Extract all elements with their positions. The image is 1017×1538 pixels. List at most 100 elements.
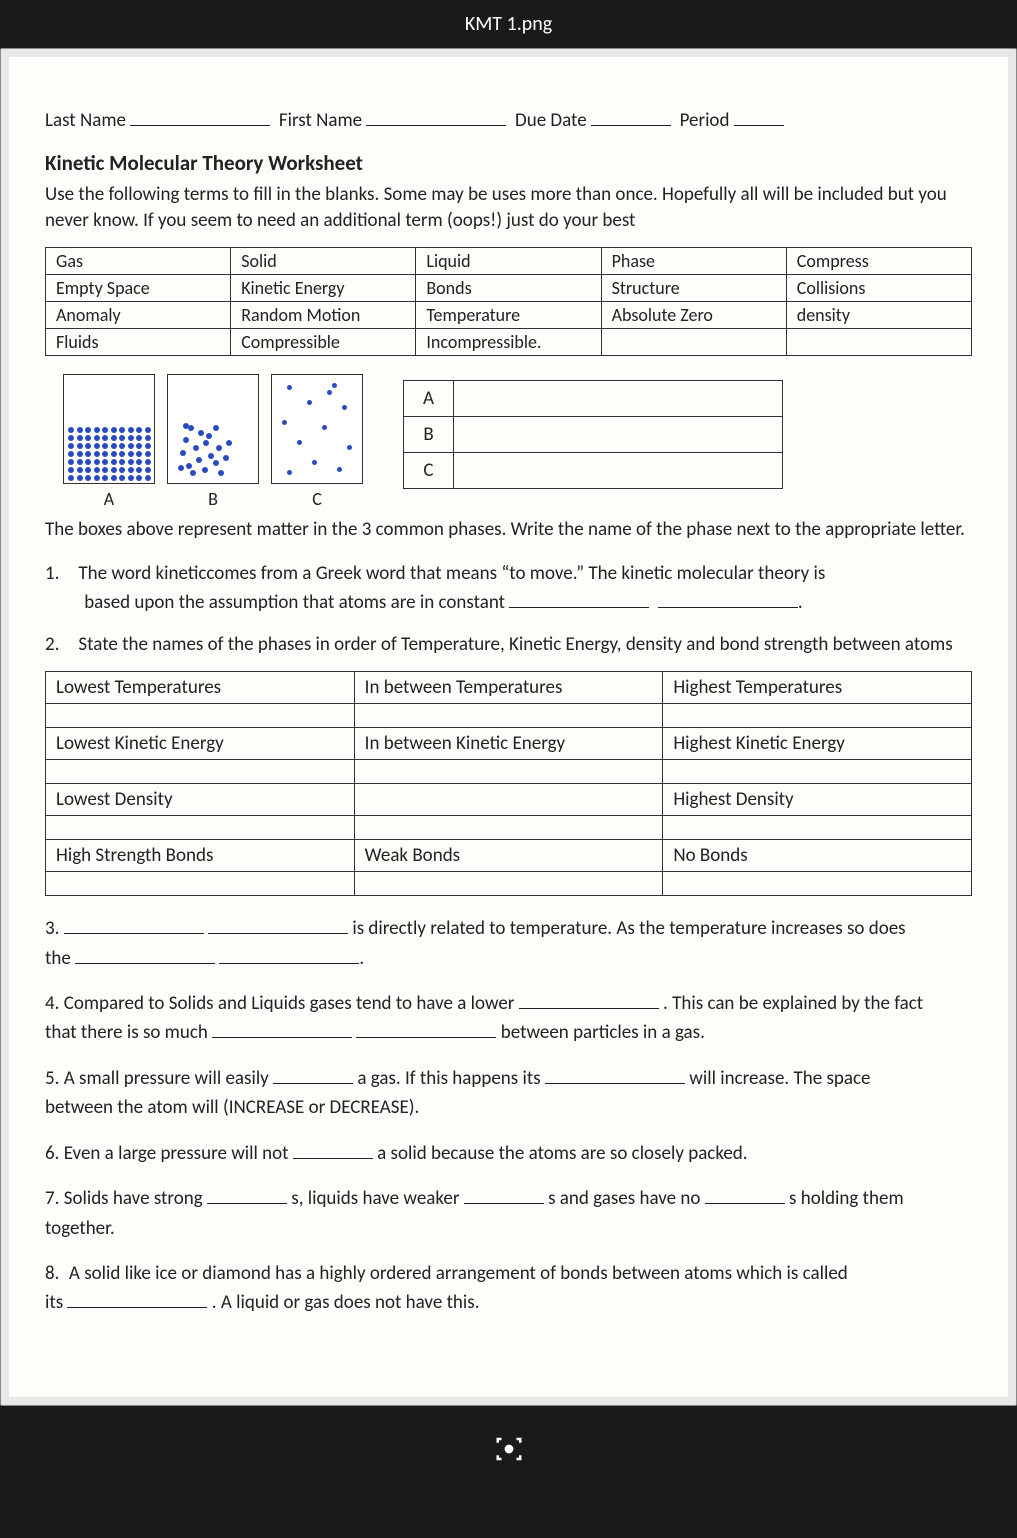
q1-blank-1[interactable]: [509, 589, 649, 608]
q4-text-b: . This can be explained by the fact: [663, 992, 923, 1015]
term-cell: [601, 329, 786, 356]
abc-label: A: [404, 381, 454, 417]
abc-blank[interactable]: [454, 453, 783, 489]
term-cell: Gas: [46, 248, 231, 275]
q7-text-e: together.: [45, 1217, 115, 1240]
q1-blank-2[interactable]: [658, 589, 798, 608]
prop-cell: [354, 784, 663, 816]
q2-text: 2. State the names of the phases in orde…: [45, 633, 953, 656]
phase-label-a: A: [63, 488, 155, 510]
term-cell: Compressible: [231, 329, 416, 356]
prop-blank[interactable]: [354, 704, 663, 728]
q5-text-a: 5. A small pressure will easily: [45, 1067, 269, 1090]
first-name-blank[interactable]: [366, 107, 506, 126]
prop-blank[interactable]: [663, 816, 972, 840]
worksheet-title: Kinetic Molecular Theory Worksheet: [45, 150, 972, 176]
q6-blank-1[interactable]: [293, 1140, 373, 1159]
term-cell: density: [786, 302, 971, 329]
prop-blank[interactable]: [663, 872, 972, 896]
question-4: 4. Compared to Solids and Liquids gases …: [45, 989, 972, 1048]
prop-blank[interactable]: [663, 760, 972, 784]
due-date-blank[interactable]: [591, 107, 671, 126]
prop-blank[interactable]: [46, 872, 355, 896]
term-cell: Incompressible.: [416, 329, 601, 356]
prop-cell: Highest Density: [663, 784, 972, 816]
window-title: KMT 1.png: [0, 0, 1017, 48]
prop-cell: In between Kinetic Energy: [354, 728, 663, 760]
q4-blank-2[interactable]: [212, 1019, 352, 1038]
period-label: Period: [680, 109, 730, 132]
q8-text-b: its: [45, 1291, 63, 1314]
term-cell: Anomaly: [46, 302, 231, 329]
phase-label-c: C: [271, 488, 363, 510]
q4-text-c: that there is so much: [45, 1021, 208, 1044]
prop-blank[interactable]: [354, 760, 663, 784]
prop-cell: Lowest Kinetic Energy: [46, 728, 355, 760]
q7-blank-2[interactable]: [464, 1185, 544, 1204]
prop-cell: Highest Kinetic Energy: [663, 728, 972, 760]
q5-text-c: will increase. The space: [689, 1067, 870, 1090]
q4-blank-3[interactable]: [356, 1019, 496, 1038]
q3-text-c: the: [45, 947, 71, 970]
prop-cell: In between Temperatures: [354, 672, 663, 704]
prop-cell: Highest Temperatures: [663, 672, 972, 704]
prop-blank[interactable]: [46, 760, 355, 784]
q8-blank-1[interactable]: [67, 1289, 207, 1308]
q5-blank-1[interactable]: [273, 1065, 353, 1084]
prop-cell: Lowest Density: [46, 784, 355, 816]
question-2: 2. State the names of the phases in orde…: [67, 630, 972, 659]
due-date-label: Due Date: [515, 109, 587, 132]
q3-blank-4[interactable]: [219, 945, 359, 964]
phase-diagram-row: A B C A B C: [45, 374, 972, 510]
worksheet-page: Last Name First Name Due Date Period Kin…: [9, 57, 1008, 1397]
abc-blank[interactable]: [454, 381, 783, 417]
term-cell: Kinetic Energy: [231, 275, 416, 302]
lens-icon[interactable]: [494, 1434, 524, 1469]
last-name-blank[interactable]: [130, 107, 270, 126]
last-name-label: Last Name: [45, 109, 126, 132]
q1-text-b: based upon the assumption that atoms are…: [84, 591, 505, 614]
q7-blank-1[interactable]: [207, 1185, 287, 1204]
abc-blank[interactable]: [454, 417, 783, 453]
q4-text-a: 4. Compared to Solids and Liquids gases …: [45, 992, 514, 1015]
term-bank-table: Gas Solid Liquid Phase Compress Empty Sp…: [45, 247, 972, 356]
term-cell: Random Motion: [231, 302, 416, 329]
q5-blank-2[interactable]: [545, 1065, 685, 1084]
phase-box-a: [63, 374, 155, 484]
q3-blank-2[interactable]: [208, 915, 348, 934]
question-3: 3. is directly related to temperature. A…: [45, 914, 972, 973]
prop-blank[interactable]: [46, 704, 355, 728]
prop-blank[interactable]: [354, 816, 663, 840]
term-cell: Collisions: [786, 275, 971, 302]
prop-cell: Lowest Temperatures: [46, 672, 355, 704]
term-cell: Compress: [786, 248, 971, 275]
q7-text-d: s holding them: [789, 1187, 904, 1210]
footer-toolbar: [0, 1406, 1017, 1496]
q7-blank-3[interactable]: [705, 1185, 785, 1204]
q3-blank-3[interactable]: [75, 945, 215, 964]
question-5: 5. A small pressure will easily a gas. I…: [45, 1064, 972, 1123]
abc-label: C: [404, 453, 454, 489]
question-8: 8. A solid like ice or diamond has a hig…: [45, 1259, 972, 1318]
term-cell: Bonds: [416, 275, 601, 302]
prop-cell: High Strength Bonds: [46, 840, 355, 872]
term-cell: Fluids: [46, 329, 231, 356]
q8-text-c: . A liquid or gas does not have this.: [212, 1291, 480, 1314]
q7-text-c: s and gases have no: [548, 1187, 700, 1210]
header-fields: Last Name First Name Due Date Period: [45, 107, 972, 132]
prop-blank[interactable]: [46, 816, 355, 840]
phase-label-b: B: [167, 488, 259, 510]
abc-label: B: [404, 417, 454, 453]
q4-blank-1[interactable]: [519, 990, 659, 1009]
phase-box-b: [167, 374, 259, 484]
phase-box-c: [271, 374, 363, 484]
phase-caption: The boxes above represent matter in the …: [45, 516, 972, 545]
prop-blank[interactable]: [663, 704, 972, 728]
q7-text-a: 7. Solids have strong: [45, 1187, 203, 1210]
period-blank[interactable]: [734, 107, 784, 126]
q8-text-a: 8. A solid like ice or diamond has a hig…: [45, 1262, 848, 1285]
term-cell: Liquid: [416, 248, 601, 275]
q3-blank-1[interactable]: [64, 915, 204, 934]
prop-blank[interactable]: [354, 872, 663, 896]
q3-text-b: is directly related to temperature. As t…: [352, 917, 905, 940]
